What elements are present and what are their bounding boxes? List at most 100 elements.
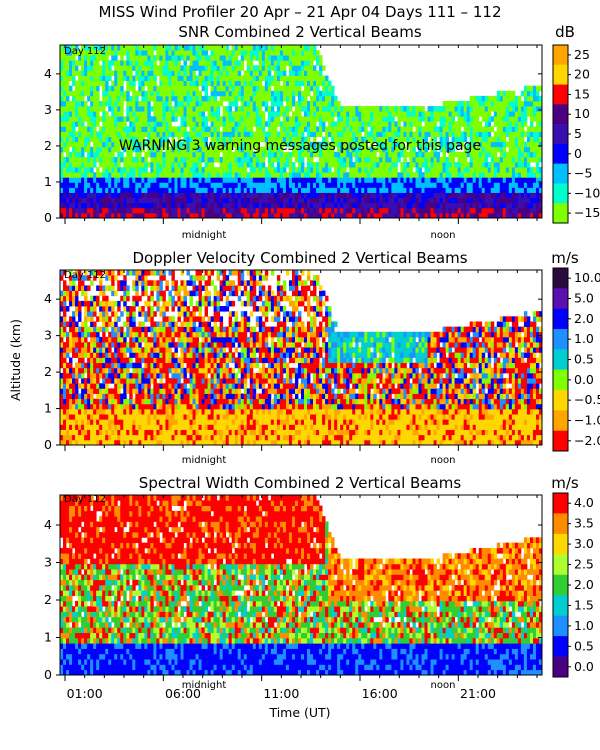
heatmap-cell xyxy=(66,372,70,379)
heatmap-cell xyxy=(96,388,100,394)
heatmap-cell xyxy=(457,177,462,183)
heatmap-cell xyxy=(219,172,224,178)
heatmap-cell xyxy=(439,207,443,214)
heatmap-cell xyxy=(427,177,431,183)
heatmap-cell xyxy=(340,136,344,143)
heatmap-cell xyxy=(60,419,64,425)
heatmap-cell xyxy=(400,192,404,199)
heatmap-cell xyxy=(412,146,416,153)
heatmap-cell xyxy=(180,50,184,56)
heatmap-cell xyxy=(376,156,380,163)
heatmap-cell xyxy=(529,212,534,219)
heatmap-cell xyxy=(63,357,67,364)
heatmap-cell xyxy=(252,131,257,137)
heatmap-cell xyxy=(168,45,172,51)
heatmap-cell xyxy=(162,202,166,209)
heatmap-cell xyxy=(159,50,163,56)
heatmap-cell xyxy=(159,100,163,107)
heatmap-cell xyxy=(150,126,154,132)
heatmap-cell xyxy=(273,192,278,199)
heatmap-cell xyxy=(126,111,130,117)
heatmap-cell xyxy=(514,192,519,199)
heatmap-cell xyxy=(538,151,543,158)
heatmap-cell xyxy=(90,331,94,338)
colorbar-swatch xyxy=(553,163,568,184)
heatmap-cell xyxy=(319,95,323,102)
heatmap-cell xyxy=(147,177,151,183)
heatmap-cell xyxy=(165,100,169,107)
heatmap-cell xyxy=(337,116,341,122)
heatmap-cell xyxy=(84,172,88,178)
heatmap-cell xyxy=(180,202,184,209)
heatmap-cell xyxy=(373,192,377,199)
heatmap-cell xyxy=(502,111,507,117)
heatmap-cell xyxy=(87,326,91,333)
heatmap-cell xyxy=(535,197,540,204)
heatmap-cell xyxy=(210,177,215,183)
heatmap-cell xyxy=(382,106,386,112)
heatmap-cell xyxy=(279,75,284,82)
heatmap-cell xyxy=(391,136,395,143)
heatmap-cell xyxy=(171,146,175,153)
heatmap-cell xyxy=(276,177,281,183)
heatmap-cell xyxy=(532,126,537,132)
heatmap-cell xyxy=(141,116,145,122)
heatmap-cell xyxy=(102,60,106,66)
heatmap-cell xyxy=(343,202,347,209)
heatmap-cell xyxy=(177,75,181,82)
heatmap-cell xyxy=(153,212,157,219)
heatmap-cell xyxy=(313,65,317,71)
heatmap-cell xyxy=(358,106,362,112)
heatmap-cell xyxy=(493,121,498,127)
heatmap-cell xyxy=(261,126,266,132)
heatmap-cell xyxy=(508,162,513,168)
heatmap-cell xyxy=(297,131,302,137)
heatmap-cell xyxy=(532,187,537,193)
heatmap-cell xyxy=(394,177,398,183)
heatmap-cell xyxy=(201,197,205,204)
heatmap-cell xyxy=(301,136,305,143)
heatmap-cell xyxy=(63,408,67,415)
heatmap-cell xyxy=(364,116,368,122)
heatmap-cell xyxy=(129,197,133,204)
heatmap-cell xyxy=(216,192,221,199)
heatmap-cell xyxy=(147,192,151,199)
heatmap-cell xyxy=(66,55,70,61)
heatmap-cell xyxy=(313,172,317,178)
heatmap-cell xyxy=(490,177,495,183)
heatmap-cell xyxy=(376,121,380,127)
heatmap-cell xyxy=(352,121,356,127)
heatmap-cell xyxy=(129,116,133,122)
heatmap-cell xyxy=(364,126,368,132)
heatmap-cell xyxy=(75,372,79,379)
heatmap-cell xyxy=(78,70,82,76)
heatmap-cell xyxy=(63,131,67,137)
heatmap-cell xyxy=(114,202,118,209)
heatmap-cell xyxy=(243,177,248,183)
heatmap-cell xyxy=(297,60,302,66)
heatmap-cell xyxy=(78,306,82,312)
heatmap-cell xyxy=(75,136,79,143)
heatmap-cell xyxy=(382,177,386,183)
heatmap-cell xyxy=(180,75,184,82)
heatmap-cell xyxy=(102,55,106,61)
heatmap-cell xyxy=(114,85,118,92)
heatmap-cell xyxy=(153,177,157,183)
heatmap-cell xyxy=(72,136,76,143)
heatmap-cell xyxy=(117,172,121,178)
heatmap-cell xyxy=(81,398,85,405)
heatmap-cell xyxy=(168,60,172,66)
heatmap-cell xyxy=(379,172,383,178)
heatmap-cell xyxy=(60,362,64,369)
heatmap-cell xyxy=(273,45,278,51)
heatmap-cell xyxy=(72,177,76,183)
heatmap-cell xyxy=(144,55,148,61)
heatmap-cell xyxy=(63,398,67,405)
heatmap-cell xyxy=(189,116,193,122)
heatmap-cell xyxy=(60,126,64,132)
heatmap-cell xyxy=(364,172,368,178)
heatmap-cell xyxy=(352,151,356,158)
heatmap-cell xyxy=(418,162,422,168)
heatmap-cell xyxy=(367,172,371,178)
